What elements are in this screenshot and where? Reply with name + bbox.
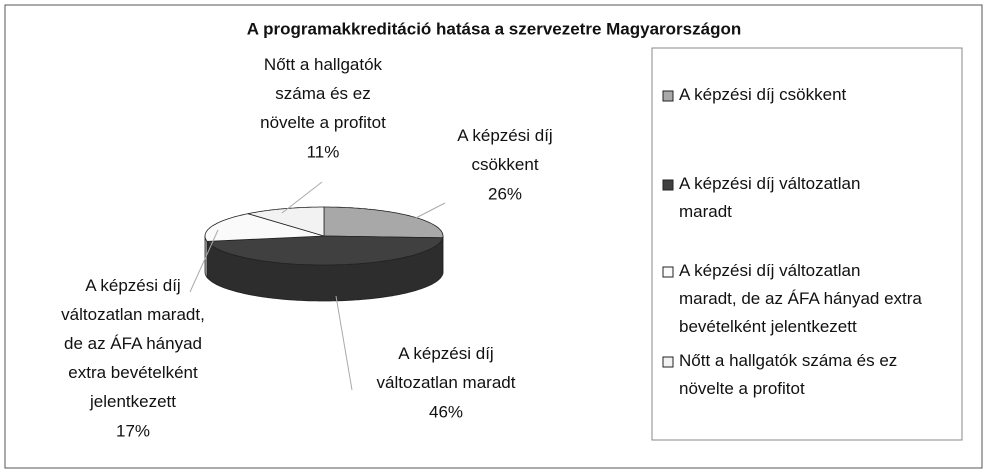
- data-label-line: Nőtt a hallgatók: [264, 55, 383, 74]
- value-label: 17%: [116, 421, 150, 440]
- data-label: Nőtt a hallgatók száma és ez növelte a pro…: [260, 55, 386, 132]
- slice: [247, 206, 325, 237]
- data-label: A képzési díj csökkent: [457, 126, 552, 174]
- data-label-line: de az ÁFA hányad: [64, 334, 202, 353]
- slice: [204, 213, 325, 242]
- data-label-line: száma és ez: [275, 84, 370, 103]
- slice: [206, 235, 444, 266]
- legend-label-line: maradt, de az ÁFA hányad extra: [679, 289, 922, 308]
- legend-label-line: A képzési díj csökkent: [679, 85, 847, 104]
- legend-label-line: maradt: [679, 202, 732, 221]
- leader-line: [335, 295, 353, 391]
- data-label-line: növelte a profitot: [260, 113, 386, 132]
- legend-box: [651, 47, 963, 441]
- legend-swatch: [662, 90, 674, 102]
- data-label: A képzési díj változatlan maradt, de az ÁF…: [61, 276, 205, 411]
- data-label-line: A képzési díj: [398, 344, 493, 363]
- legend-label: A képzési díj csökkent: [679, 85, 847, 104]
- leader-line: [281, 181, 323, 214]
- value-label: 46%: [429, 402, 463, 421]
- data-label-line: A képzési díj: [457, 126, 552, 145]
- chart-title: A programakkreditáció hatása a szervezet…: [247, 19, 741, 38]
- legend-label-line: bevételként jelentkezett: [679, 317, 857, 336]
- legend-swatch: [662, 356, 674, 368]
- slice: [323, 206, 444, 239]
- legend-label: A képzési díj változatlan maradt: [679, 174, 860, 221]
- data-label: A képzési díj változatlan maradt: [377, 344, 516, 392]
- leader-line: [407, 202, 446, 223]
- legend-swatch: [662, 179, 674, 191]
- data-label-line: változatlan maradt: [377, 373, 516, 392]
- legend-label: A képzési díj változatlan maradt, de az Á…: [679, 261, 922, 336]
- data-label-line: változatlan maradt,: [61, 305, 205, 324]
- data-label-line: A képzési díj: [85, 276, 180, 295]
- data-label-line: extra bevételként: [68, 363, 198, 382]
- legend-label-line: Nőtt a hallgatók száma és ez: [679, 351, 897, 370]
- legend-label: Nőtt a hallgatók száma és ez növelte a pr…: [679, 351, 897, 398]
- data-label-line: csökkent: [471, 155, 538, 174]
- data-label-line: jelentkezett: [89, 392, 176, 411]
- leader-line: [189, 229, 219, 293]
- value-label: 26%: [488, 184, 522, 203]
- legend-label-line: A képzési díj változatlan: [679, 261, 860, 280]
- value-label: 11%: [307, 142, 340, 161]
- legend-swatch: [662, 266, 674, 278]
- legend-label-line: A képzési díj változatlan: [679, 174, 860, 193]
- legend-label-line: növelte a profitot: [679, 379, 805, 398]
